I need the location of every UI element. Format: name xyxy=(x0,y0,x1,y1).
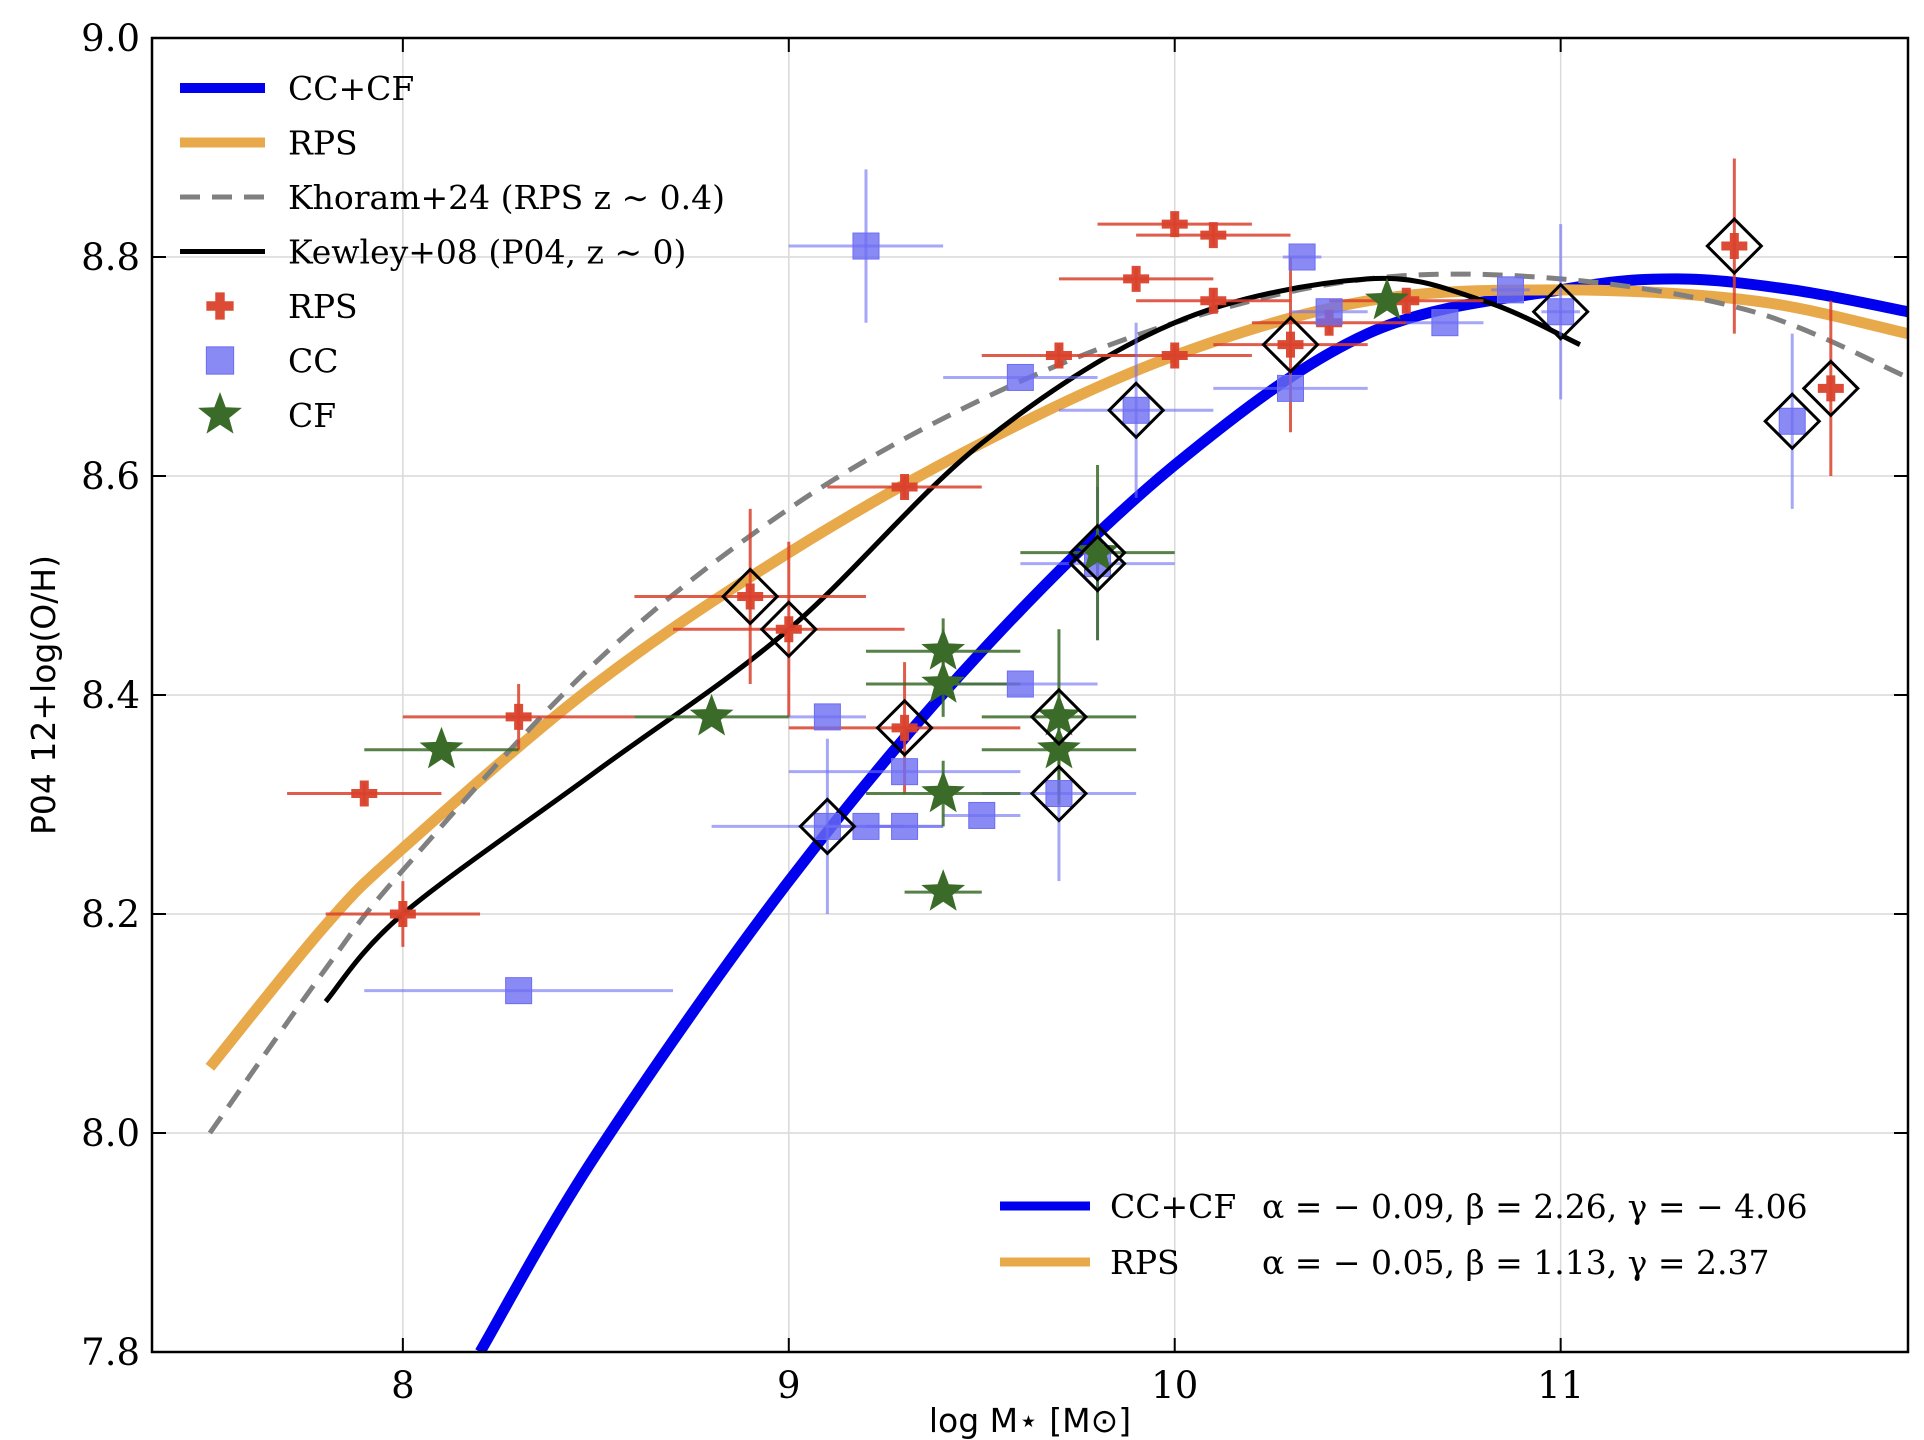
cf-point xyxy=(921,770,965,813)
rps-point xyxy=(351,780,378,807)
curve-cc-cf xyxy=(475,273,1908,1352)
legend-cc-cf-label: CC+CF xyxy=(288,69,414,108)
x-tick-label: 11 xyxy=(1537,1364,1584,1407)
cc-point xyxy=(1277,374,1305,402)
cc-point xyxy=(1288,243,1316,271)
x-axis-label: log M⋆ [M⊙] xyxy=(929,1401,1131,1440)
rps-point xyxy=(891,473,918,500)
cc-point xyxy=(1778,407,1806,435)
cf-point xyxy=(1365,277,1409,320)
cf-point xyxy=(921,628,965,670)
highlight-diamond xyxy=(1068,523,1127,582)
highlight-diamond xyxy=(1705,216,1764,276)
highlight-diamonds xyxy=(721,216,1860,856)
cf-point xyxy=(1075,529,1120,572)
curve-khoram-24-rps-z-0-4- xyxy=(207,271,1908,1135)
data-points xyxy=(287,158,1860,1005)
rps-point xyxy=(1817,375,1844,402)
highlight-diamond xyxy=(798,797,857,856)
cc-point xyxy=(852,232,880,260)
highlight-diamond xyxy=(1261,315,1320,374)
fit-legend-label: CC+CF xyxy=(1110,1187,1236,1226)
highlight-diamond xyxy=(1801,359,1860,418)
rps-point xyxy=(1393,287,1420,314)
legend-rps-swatch xyxy=(206,292,234,320)
y-axis-label: P04 12+log(O/H) xyxy=(24,555,63,835)
fit-legend-params: α = − 0.09, β = 2.26, γ = − 4.06 xyxy=(1262,1187,1808,1226)
legend-cf-label: CF xyxy=(288,396,336,435)
highlight-diamond xyxy=(759,600,818,659)
rps-point xyxy=(1045,342,1072,369)
y-tick-label: 8.4 xyxy=(81,674,140,717)
cf-point xyxy=(1037,726,1081,769)
rps-point xyxy=(1161,342,1188,369)
x-tick-label: 8 xyxy=(391,1364,415,1407)
highlight-diamond xyxy=(1029,764,1089,823)
cc-point xyxy=(1006,363,1034,391)
cc-point xyxy=(852,812,880,840)
markers xyxy=(351,211,1844,1005)
rps-point xyxy=(1123,265,1150,292)
cc-point xyxy=(891,758,919,786)
y-tick-label: 8.0 xyxy=(81,1112,140,1155)
rps-point xyxy=(737,583,764,610)
rps-point xyxy=(891,714,918,741)
legend-cf-swatch xyxy=(198,392,242,434)
cc-point xyxy=(1006,670,1034,698)
highlight-diamond xyxy=(1763,392,1822,451)
cc-point xyxy=(968,801,996,829)
legend-rps-label: RPS xyxy=(288,124,358,163)
cf-point xyxy=(689,693,734,736)
legend-cc-label: CC xyxy=(288,342,339,381)
rps-point xyxy=(1721,233,1748,260)
y-tick-label: 7.8 xyxy=(81,1331,140,1374)
x-tick-label: 9 xyxy=(777,1364,801,1407)
y-tick-label: 8.2 xyxy=(81,893,140,936)
cf-point xyxy=(921,661,965,703)
rps-point xyxy=(505,703,532,730)
rps-point xyxy=(775,616,802,643)
legend-rps-label: RPS xyxy=(288,287,358,326)
highlight-diamond xyxy=(721,567,780,626)
fit-parameter-legend: CC+CF α = − 0.09, β = 2.26, γ = − 4.06 RPS… xyxy=(1000,1187,1808,1282)
cc-point xyxy=(1547,298,1575,326)
cc-point xyxy=(1496,276,1524,304)
cc-point xyxy=(813,812,841,840)
y-tick-label: 8.6 xyxy=(81,455,140,498)
y-tick-label: 9.0 xyxy=(81,17,140,60)
cc-point xyxy=(1122,396,1150,424)
highlight-diamond xyxy=(1029,687,1089,747)
cc-point xyxy=(1315,298,1343,326)
fit-curves xyxy=(205,271,1908,1352)
x-tick-label: 10 xyxy=(1151,1364,1198,1407)
rps-point xyxy=(1277,331,1304,358)
cc-point xyxy=(813,703,841,731)
rps-point xyxy=(389,901,416,927)
cc-point xyxy=(1045,780,1073,808)
legend-kewley-08-p04-z-0-label: Kewley+08 (P04, z ∼ 0) xyxy=(288,233,686,272)
highlight-diamond xyxy=(1068,534,1127,593)
fit-legend-label: RPS xyxy=(1110,1243,1180,1282)
cf-point xyxy=(419,726,464,769)
curve-kewley-08-p04-z-0- xyxy=(323,275,1581,1004)
cc-point xyxy=(891,812,919,840)
cf-point xyxy=(921,869,965,911)
rps-point xyxy=(1200,222,1227,249)
highlight-diamond xyxy=(1107,381,1166,440)
legend-cc-swatch xyxy=(205,346,235,375)
cc-point xyxy=(1431,309,1459,337)
fit-legend-params: α = − 0.05, β = 1.13, γ = 2.37 xyxy=(1262,1243,1770,1282)
rps-point xyxy=(1161,211,1188,238)
y-tick-label: 8.8 xyxy=(81,236,140,279)
cc-point xyxy=(505,977,533,1005)
legend-khoram-24-rps-z-0-4-label: Khoram+24 (RPS z ∼ 0.4) xyxy=(288,178,725,217)
cf-point xyxy=(1037,693,1081,736)
highlight-diamond xyxy=(1531,282,1590,341)
axis-ticks: 8 9 10 11 7.8 8.0 8.2 8.4 8.6 8.8 9.0 xyxy=(81,17,1908,1407)
rps-point xyxy=(1200,287,1227,314)
highlight-diamond xyxy=(875,698,934,757)
legend: CC+CF RPS Khoram+24 (RPS z ∼ 0.4) Kewley+08… xyxy=(180,69,725,435)
